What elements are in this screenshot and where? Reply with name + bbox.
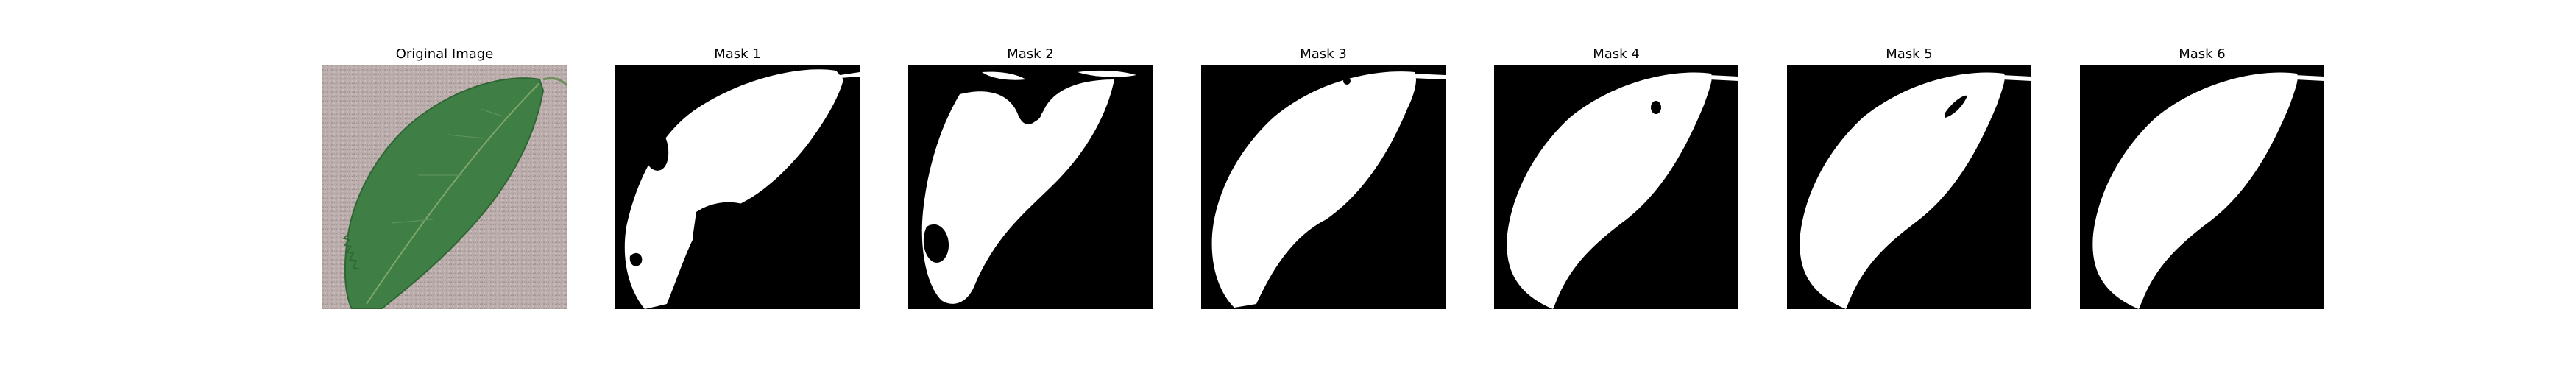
mask-3-shape [1201, 65, 1446, 309]
mask-image [615, 65, 860, 309]
mask-2-shape [908, 65, 1153, 309]
panel-title: Mask 3 [1300, 46, 1347, 62]
panel-mask-6: Mask 6 [2080, 44, 2324, 309]
mask-image [908, 65, 1153, 309]
mask-6-shape [2080, 65, 2324, 309]
mask-image [2080, 65, 2324, 309]
panel-title: Original Image [395, 46, 494, 62]
mask-image [1494, 65, 1738, 309]
mask-image [1787, 65, 2031, 309]
panel-mask-5: Mask 5 [1787, 44, 2031, 309]
panel-title: Mask 2 [1007, 46, 1054, 62]
panel-mask-1: Mask 1 [615, 44, 860, 309]
panel-title: Mask 6 [2179, 46, 2226, 62]
mask-image [1201, 65, 1446, 309]
panel-title: Mask 1 [714, 46, 761, 62]
panel-mask-2: Mask 2 [908, 44, 1153, 309]
panel-mask-3: Mask 3 [1201, 44, 1446, 309]
panel-original-image: Original Image [322, 44, 567, 309]
mask-4-shape [1494, 65, 1738, 309]
original-image [322, 65, 567, 309]
panel-title: Mask 4 [1593, 46, 1640, 62]
panel-mask-4: Mask 4 [1494, 44, 1738, 309]
panel-title: Mask 5 [1886, 46, 1933, 62]
leaf-photo [322, 65, 567, 309]
mask-5-shape [1787, 65, 2031, 309]
mask-1-shape [615, 65, 860, 309]
